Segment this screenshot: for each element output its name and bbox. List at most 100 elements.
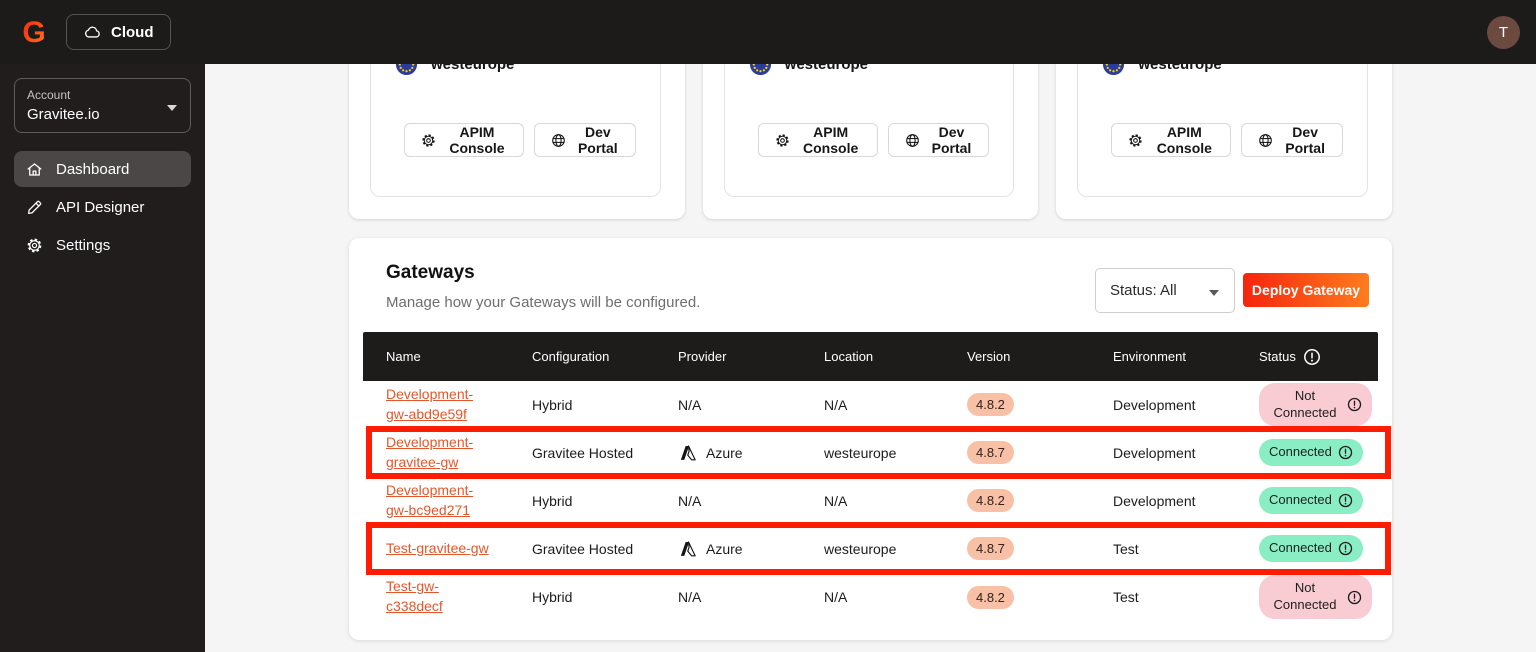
exclamation-circle-icon [1347,397,1362,412]
region-card: westeurope APIM Console [349,64,685,219]
gateway-name-link[interactable]: Development-gw-abd9e59f [386,385,474,422]
exclamation-circle-icon [1338,445,1353,460]
sidebar-item-api-designer[interactable]: API Designer [14,189,191,225]
region-card-inner: westeurope APIM Console [1077,64,1369,197]
gateways-table-body: Development-gw-abd9e59f Hybrid N/A N/A 4… [363,381,1391,621]
gateway-version: 4.8.2 [967,393,1113,416]
column-header-name: Name [386,349,421,364]
version-badge: 4.8.2 [967,489,1014,512]
gateway-environment: Test [1113,540,1139,557]
account-selector[interactable]: Account Gravitee.io [14,78,191,133]
deploy-gateway-button[interactable]: Deploy Gateway [1243,273,1369,307]
gateways-section: Gateways Manage how your Gateways will b… [349,238,1392,640]
region-card: westeurope APIM Console [1056,64,1393,219]
gateway-location: westeurope [824,444,897,461]
column-header-location: Location [824,349,874,364]
column-header-version: Version [967,349,1011,364]
gateway-environment: Development [1113,492,1196,509]
gravitee-logo-icon[interactable]: G [16,14,52,50]
status-badge: Connected [1259,487,1363,514]
azure-icon [678,539,698,559]
status-filter-dropdown[interactable]: Status: All [1095,268,1235,313]
region-card-inner: westeurope APIM Console [723,64,1015,197]
gateway-name-link[interactable]: Development-gravitee-gw [386,433,474,470]
gear-icon [774,132,791,149]
sidebar: Account Gravitee.io Dashboard [0,64,205,652]
gateway-status: Connected [1259,439,1378,466]
gateway-location: westeurope [824,540,897,557]
gateway-name-link[interactable]: Test-gravitee-gw [386,539,489,556]
globe-icon [1257,132,1274,149]
gateway-environment: Development [1113,396,1196,413]
sidebar-item-label: Dashboard [56,160,130,178]
gear-icon [1127,132,1144,149]
status-info-icon[interactable] [1303,348,1321,366]
status-badge: Connected [1259,439,1363,466]
gateway-row: Development-gravitee-gw Gravitee Hosted … [363,426,1391,479]
gateway-status: Not Connected [1259,382,1378,427]
column-header-provider: Provider [678,349,727,364]
dev-portal-button[interactable]: Dev Portal [1241,123,1344,157]
column-header-status: Status [1259,348,1378,366]
gateway-version: 4.8.2 [967,585,1113,609]
gateway-name-link[interactable]: Test-gw-c338decf [386,578,443,614]
sidebar-item-label: API Designer [56,198,145,216]
home-icon [25,160,44,179]
globe-icon [904,132,921,149]
gateway-status: Connected [1259,535,1378,562]
region-cards: westeurope APIM Console [349,64,1393,219]
column-header-environment: Environment [1113,349,1186,364]
column-header-configuration: Configuration [532,349,610,364]
sidebar-item-settings[interactable]: Settings [14,227,191,263]
gateways-title: Gateways [386,262,475,283]
gateway-name-link[interactable]: Development-gw-bc9ed271 [386,481,474,518]
region-card: westeurope APIM Console [702,64,1039,219]
gateway-provider: N/A [678,589,702,605]
sidebar-item-dashboard[interactable]: Dashboard [14,151,191,187]
apim-console-button[interactable]: APIM Console [757,123,878,157]
sidebar-nav: Dashboard API Designer [14,151,191,263]
gateway-row: Development-gw-bc9ed271 Hybrid N/A N/A 4… [363,477,1378,525]
gear-icon [25,236,44,255]
exclamation-circle-icon [1347,590,1362,605]
eu-flag-icon [1102,64,1125,76]
pen-icon [25,198,44,217]
status-filter-value: Status: All [1110,282,1177,299]
account-label: Account [27,88,71,102]
status-badge: Connected [1259,535,1363,562]
version-badge: 4.8.2 [967,585,1014,609]
gateway-provider: Azure [678,539,824,559]
gateway-version: 4.8.7 [967,537,1113,560]
exclamation-circle-icon [1338,493,1353,508]
svg-text:G: G [22,16,45,49]
gateway-location: N/A [824,396,848,413]
cloud-button[interactable]: Cloud [66,14,171,50]
user-avatar[interactable]: T [1487,15,1520,49]
dev-portal-button[interactable]: Dev Portal [887,123,990,157]
azure-icon [678,443,698,463]
region-name: westeurope [431,64,515,73]
gateway-location: N/A [824,589,848,605]
gateway-environment: Test [1113,589,1139,605]
apim-console-button[interactable]: APIM Console [404,123,524,157]
gateway-version: 4.8.2 [967,489,1113,512]
table-header-row: Name Configuration Provider Location Ver… [363,332,1378,381]
eu-flag-icon [395,64,418,76]
sidebar-item-label: Settings [56,236,111,254]
status-badge: Not Connected [1259,575,1372,619]
avatar-initial: T [1498,23,1509,41]
gateway-provider: Azure [678,443,824,463]
globe-icon [550,132,567,149]
status-badge: Not Connected [1259,382,1372,427]
gateway-location: N/A [824,492,848,509]
gateway-environment: Development [1113,444,1196,461]
gateway-row: Test-gw-c338decf Hybrid N/A N/A 4.8.2 Te… [363,573,1378,621]
dev-portal-button[interactable]: Dev Portal [533,123,636,157]
region-name: westeurope [1138,64,1222,73]
cloud-icon [83,23,102,42]
apim-console-button[interactable]: APIM Console [1111,123,1232,157]
gateway-row: Test-gravitee-gw Gravitee Hosted Azure w… [363,522,1391,575]
version-badge: 4.8.7 [967,441,1014,464]
cloud-button-label: Cloud [111,23,154,41]
gateway-configuration: Gravitee Hosted [532,540,634,557]
